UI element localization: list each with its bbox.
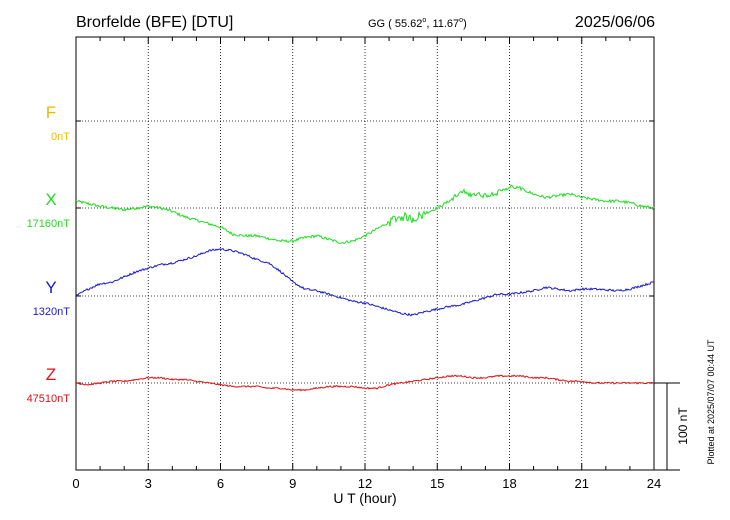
- scale-bar-label: 100 nT: [676, 407, 690, 445]
- series-line-z: [75, 374, 655, 392]
- x-tick-label: 0: [72, 476, 79, 491]
- station-title: Brorfelde (BFE) [DTU]: [76, 14, 233, 31]
- plotted-note: Plotted at 2025/07/07 00:44 UT: [706, 339, 716, 465]
- series-name-y: Y: [45, 278, 56, 297]
- x-tick-label: 12: [358, 476, 372, 491]
- x-tick-label: 6: [217, 476, 224, 491]
- scale-bar: 100 nT: [654, 382, 690, 471]
- x-tick-label: 3: [145, 476, 152, 491]
- series-name-f: F: [46, 103, 56, 122]
- x-tick-label: 18: [502, 476, 516, 491]
- series-lines: [75, 184, 655, 392]
- series-baseline-y: 1320nT: [33, 306, 71, 318]
- series-name-x: X: [45, 190, 56, 209]
- series-line-y: [75, 248, 654, 317]
- series-labels: F 0nT X 17160nT Y 1320nT Z 47510nT: [27, 103, 71, 405]
- series-name-z: Z: [46, 365, 56, 384]
- coordinates: GG ( 55.62o, 11.67o): [368, 17, 467, 30]
- date-label: 2025/06/06: [575, 14, 655, 31]
- x-axis-label: U T (hour): [333, 490, 396, 506]
- series-baseline-f: 0nT: [51, 131, 70, 143]
- x-tick-label: 24: [647, 476, 661, 491]
- series-baseline-z: 47510nT: [27, 393, 71, 405]
- x-tick-label: 15: [430, 476, 444, 491]
- x-tick-label: 9: [289, 476, 296, 491]
- grid: [76, 37, 654, 470]
- x-tick-label: 21: [575, 476, 589, 491]
- series-line-x: [75, 184, 655, 245]
- series-baseline-x: 17160nT: [27, 218, 71, 230]
